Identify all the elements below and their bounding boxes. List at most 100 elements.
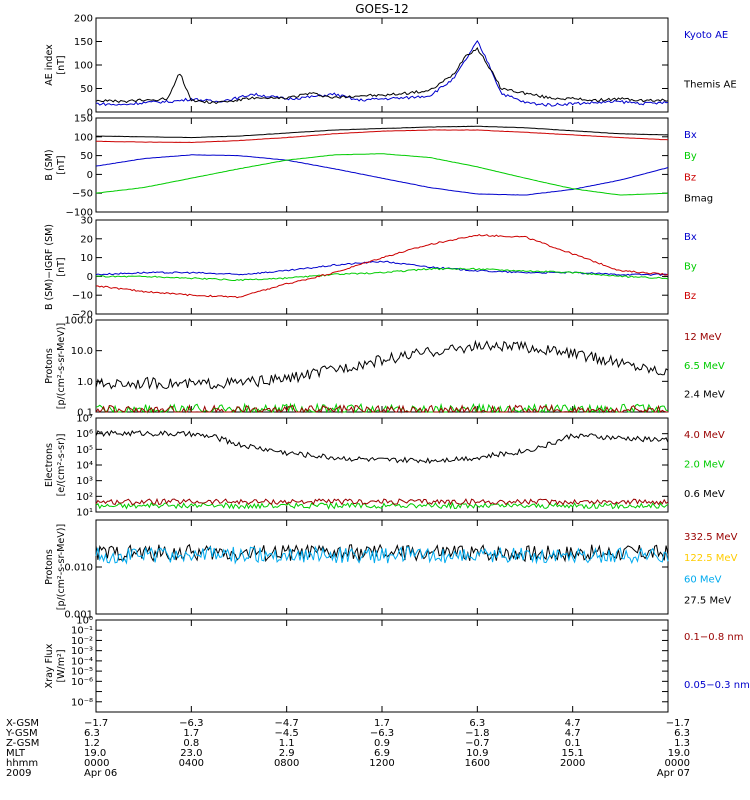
legend-entry: Bz <box>684 291 696 302</box>
legend-entry: 332.5 MeV <box>684 532 738 543</box>
y-axis-label-protons: Protons [p/(cm²-s-sr-MeV)] <box>44 323 67 409</box>
footer-value: −1.7 <box>666 718 690 729</box>
footer-value: 19.0 <box>84 748 106 759</box>
y-axis-label-line: Xray Flux <box>44 643 55 688</box>
y-tick-label: 10³ <box>76 476 93 487</box>
footer-value: 0.9 <box>374 738 390 749</box>
footer-row-label: Y-GSM <box>5 728 38 739</box>
series-line-hiprotons-1 <box>95 545 669 565</box>
series-line-bsm-0 <box>95 154 669 196</box>
y-tick-label: 0.010 <box>64 563 93 574</box>
footer-value: −0.7 <box>465 738 489 749</box>
footer-value: 1.2 <box>84 738 100 749</box>
footer-value: 23.0 <box>180 748 202 759</box>
legend-entry: 122.5 MeV <box>684 553 738 564</box>
y-tick-label: 30 <box>80 216 93 227</box>
series-line-bigrf-2 <box>95 234 669 299</box>
y-tick-label: 10² <box>76 492 93 503</box>
y-tick-label: 10 <box>80 253 93 264</box>
legend-entry: 4.0 MeV <box>684 430 725 441</box>
y-tick-label: 10⁵ <box>76 445 93 456</box>
panel-frame-bsm <box>95 117 669 213</box>
footer-value: 10.9 <box>466 748 488 759</box>
legend-entry: By <box>684 262 697 273</box>
y-tick-label: 100.0 <box>64 316 93 327</box>
footer-row-label: Z-GSM <box>6 738 39 749</box>
series-line-bigrf-1 <box>95 267 669 282</box>
footer-value: −6.3 <box>370 728 394 739</box>
footer-value: 6.3 <box>674 728 690 739</box>
y-tick-label: 50 <box>80 151 93 162</box>
footer-value: 1600 <box>465 758 490 769</box>
y-tick-label: 10⁻⁶ <box>71 677 93 688</box>
footer-value: −1.7 <box>84 718 108 729</box>
y-axis-label-line: [nT] <box>56 155 67 174</box>
y-tick-label: 0.1 <box>77 408 93 419</box>
legend-entry: 2.4 MeV <box>684 390 725 401</box>
y-tick-label: 10⁻⁴ <box>71 656 93 667</box>
series-line-electrons-0 <box>95 429 669 465</box>
y-axis-label-line: AE index <box>44 44 55 86</box>
legend-entry: 2.0 MeV <box>684 460 725 471</box>
legend-entry: 0.1−0.8 nm <box>684 632 743 643</box>
footer-value: 1.1 <box>279 738 295 749</box>
y-axis-label-electrons: Electrons [e/(cm²-s-sr)] <box>44 434 67 497</box>
footer-value: 1.7 <box>183 728 199 739</box>
y-axis-label-line: Protons <box>44 549 55 585</box>
legend-entry: 60 MeV <box>684 574 722 585</box>
y-axis-label-bsm: B (SM) [nT] <box>44 149 67 180</box>
footer-value: −4.7 <box>275 718 299 729</box>
y-axis-label-line: [e/(cm²-s-sr)] <box>56 434 67 497</box>
panel-frame-bigrf <box>95 219 669 315</box>
series-line-ae-0 <box>95 39 669 107</box>
y-tick-label: −50 <box>72 189 93 200</box>
legend-entry: 0.05−0.3 nm <box>684 680 750 691</box>
y-axis-label-line: [W/m²] <box>56 649 67 682</box>
footer-row-label: MLT <box>6 748 26 759</box>
footer-value: 0.1 <box>565 738 581 749</box>
y-tick-label: 0 <box>87 170 93 181</box>
series-line-ae-1 <box>95 47 669 105</box>
footer-value: −4.5 <box>275 728 299 739</box>
y-tick-label: 0.001 <box>64 610 93 621</box>
y-tick-label: 10⁻⁸ <box>71 697 93 708</box>
y-tick-label: 150 <box>74 37 93 48</box>
series-line-protons-0 <box>95 339 669 391</box>
y-axis-label-hiprotons: Protons [p/(cm²-s-sr-MeV)] <box>44 524 67 610</box>
series-line-electrons-1 <box>95 501 669 510</box>
y-tick-label: 150 <box>74 114 93 125</box>
y-tick-label: −20 <box>72 310 93 321</box>
y-tick-label: −10 <box>72 291 93 302</box>
y-axis-label-xray: Xray Flux [W/m²] <box>44 643 67 688</box>
panel-frame-hiprotons <box>95 519 669 615</box>
footer-value: 0400 <box>179 758 204 769</box>
series-line-hiprotons-0 <box>95 543 669 563</box>
y-axis-label-line: B (SM) <box>44 149 55 180</box>
y-axis-label-line: Electrons <box>44 443 55 487</box>
y-tick-label: 10⁻³ <box>71 646 93 657</box>
y-tick-label: 10⁷ <box>76 414 93 425</box>
legend-entry: Bz <box>684 172 696 183</box>
y-tick-label: 0 <box>87 108 93 119</box>
footer-row-label: X-GSM <box>6 718 39 729</box>
panel-frame-ae <box>95 17 669 113</box>
footer-value: 0000 <box>84 758 109 769</box>
y-tick-label: 10⁻¹ <box>71 626 93 637</box>
chart-title: GOES-12 <box>355 2 409 16</box>
footer-value: 0.8 <box>183 738 199 749</box>
footer-row-label: 2009 <box>6 768 31 779</box>
legend-entry: Kyoto AE <box>684 30 728 41</box>
y-tick-label: 10⁶ <box>76 429 93 440</box>
y-tick-label: 10.0 <box>71 346 93 357</box>
y-tick-label: 0 <box>87 272 93 283</box>
y-tick-label: 10⁰ <box>76 616 93 627</box>
footer-value: 15.1 <box>562 748 584 759</box>
footer-value: −6.3 <box>179 718 203 729</box>
footer-value: 2000 <box>560 758 585 769</box>
footer-value: 4.7 <box>565 728 581 739</box>
footer-value: Apr 06 <box>84 768 117 779</box>
footer-value: −1.8 <box>465 728 489 739</box>
series-line-bsm-3 <box>95 125 669 139</box>
legend-entry: Bmag <box>684 193 713 204</box>
